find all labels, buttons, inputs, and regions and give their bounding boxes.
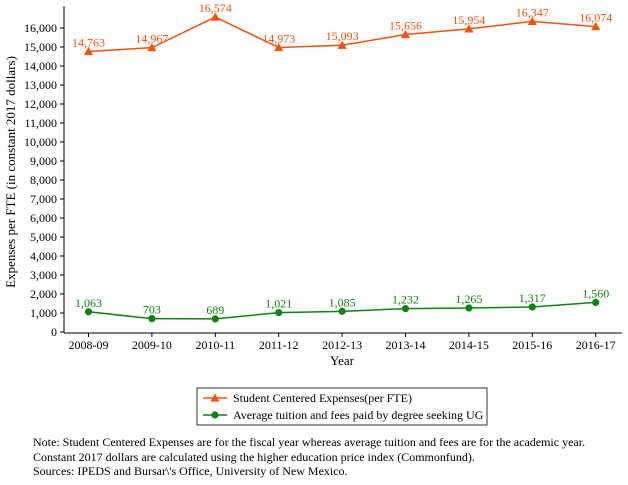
y-tick-label: 14,000 xyxy=(24,59,57,73)
y-tick-label: 1,000 xyxy=(30,306,57,320)
triangle-marker xyxy=(210,393,220,402)
triangle-marker xyxy=(400,29,411,39)
triangle-marker xyxy=(464,24,474,33)
data-label: 1,063 xyxy=(75,296,102,310)
chart-axes xyxy=(63,6,622,334)
legend-entry-1: Student Centered Expenses(per FTE) xyxy=(233,391,412,405)
circle-marker xyxy=(211,315,219,323)
data-label: 16,074 xyxy=(579,11,612,25)
y-tick-label: 9,000 xyxy=(30,154,57,168)
x-tick-label: 2014-15 xyxy=(449,338,489,352)
line-chart: 0 1,000 2,000 3,000 4,000 5,000 6,000 7,000 8,00… xyxy=(3,1,622,426)
y-tick-label: 12,000 xyxy=(24,97,57,111)
triangle-marker xyxy=(337,40,347,49)
y-tick-label: 11,000 xyxy=(24,116,57,130)
data-label: 14,763 xyxy=(72,36,105,50)
y-tick-label: 2,000 xyxy=(30,287,57,301)
y-tick-label: 10,000 xyxy=(24,135,57,149)
circle-marker xyxy=(401,304,410,313)
y-tick-label: 4,000 xyxy=(30,249,57,263)
data-label: 1,232 xyxy=(392,293,419,307)
data-label: 1,560 xyxy=(582,286,609,300)
x-tick-label: 2013-14 xyxy=(386,338,426,352)
y-axis-title: Expenses per FTE (in constant 2017 dolla… xyxy=(3,56,18,288)
legend-entry-2: Average tuition and fees paid by degree … xyxy=(233,408,484,422)
x-tick-label: 2011-12 xyxy=(259,338,299,352)
series-1: 14,763 14,967 16,574 14,973 15,093 15,656 15,9… xyxy=(72,1,612,56)
data-label: 16,574 xyxy=(199,1,232,15)
data-label: 15,954 xyxy=(452,13,485,27)
data-label: 15,093 xyxy=(326,29,359,43)
circle-marker xyxy=(84,308,93,316)
circle-marker xyxy=(592,298,600,306)
data-label: 703 xyxy=(143,303,161,317)
circle-marker xyxy=(211,411,219,419)
data-label: 1,021 xyxy=(265,297,292,311)
chart-note: Note: Student Centered Expenses are for … xyxy=(33,435,623,479)
x-axis-ticks: 2008-09 2009-10 2010-11 2011-12 2012-13 2013-… xyxy=(69,333,616,352)
x-tick-label: 2009-10 xyxy=(132,338,172,352)
note-line-1: Note: Student Centered Expenses are for … xyxy=(33,435,586,449)
x-tick-label: 2008-09 xyxy=(69,338,109,352)
y-tick-label: 6,000 xyxy=(30,211,57,225)
data-label: 1,085 xyxy=(329,295,356,309)
y-tick-label: 16,000 xyxy=(24,21,57,35)
data-label: 689 xyxy=(206,303,224,317)
triangle-marker xyxy=(591,21,601,31)
data-label: 14,967 xyxy=(135,32,168,46)
triangle-marker xyxy=(83,46,94,56)
chart-legend: Student Centered Expenses(per FTE) Averag… xyxy=(196,387,488,426)
y-tick-label: 0 xyxy=(51,325,57,339)
y-tick-label: 13,000 xyxy=(24,78,57,92)
triangle-marker xyxy=(147,42,157,52)
x-tick-label: 2015-16 xyxy=(512,338,552,352)
note-line-3: Sources: IPEDS and Bursar\'s Office, Uni… xyxy=(33,464,348,478)
x-tick-label: 2010-11 xyxy=(196,338,236,352)
legend-box xyxy=(196,387,488,426)
x-tick-label: 2016-17 xyxy=(576,338,616,352)
y-tick-label: 7,000 xyxy=(30,192,57,206)
circle-marker xyxy=(338,307,346,315)
circle-marker xyxy=(148,315,156,323)
triangle-marker xyxy=(210,12,220,21)
y-tick-label: 15,000 xyxy=(24,40,57,54)
y-tick-label: 3,000 xyxy=(30,268,57,282)
x-tick-label: 2012-13 xyxy=(322,338,362,352)
note-line-2: Constant 2017 dollars are calculated usi… xyxy=(33,449,475,464)
x-axis-title: Year xyxy=(330,353,355,368)
data-label: 15,656 xyxy=(389,19,422,33)
triangle-marker xyxy=(274,42,284,52)
circle-marker xyxy=(528,303,536,311)
circle-marker xyxy=(465,304,473,312)
y-axis-ticks: 0 1,000 2,000 3,000 4,000 5,000 6,000 7,000 8,00… xyxy=(24,21,64,339)
data-label: 16,347 xyxy=(516,5,549,19)
y-tick-label: 5,000 xyxy=(30,230,57,244)
triangle-marker xyxy=(527,16,537,26)
series-2: 1,063 703 689 1,021 1,085 1,232 1,265 1,317 1,56… xyxy=(75,286,609,323)
data-label: 14,973 xyxy=(262,32,295,46)
circle-marker xyxy=(275,309,283,317)
data-label: 1,265 xyxy=(455,292,482,306)
y-tick-label: 8,000 xyxy=(30,173,57,187)
data-label: 1,317 xyxy=(519,291,546,305)
chart-series: 14,763 14,967 16,574 14,973 15,093 15,656 15,9… xyxy=(72,1,612,323)
